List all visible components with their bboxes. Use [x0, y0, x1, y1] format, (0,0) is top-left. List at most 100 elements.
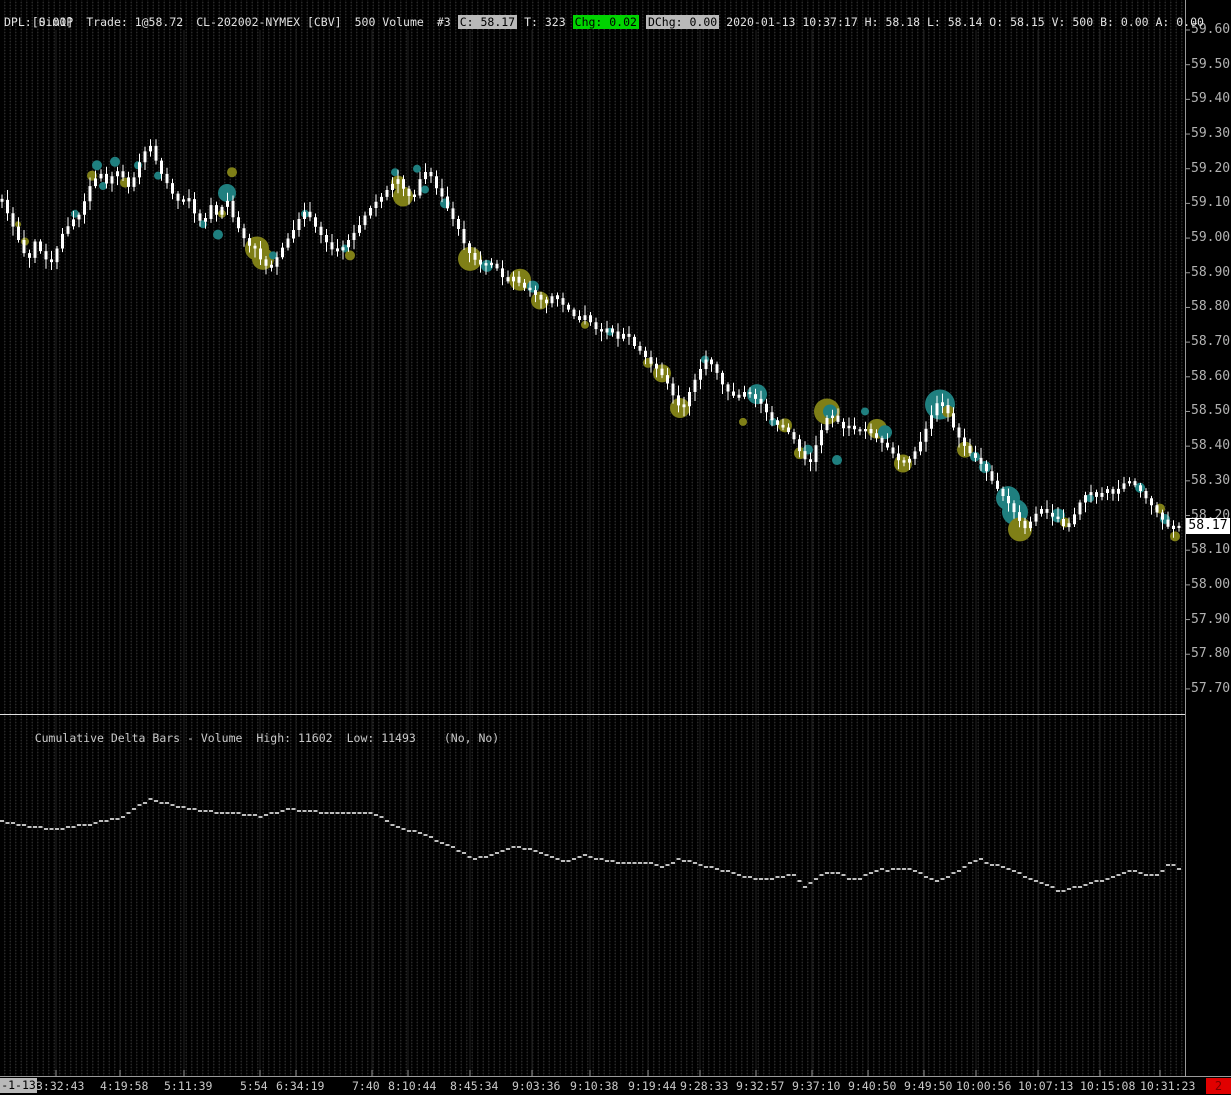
delta-dash [148, 798, 153, 800]
delta-dash [225, 812, 230, 814]
delta-dash [803, 886, 807, 888]
delta-dash [583, 854, 587, 856]
delta-dash [143, 802, 147, 804]
delta-dash [687, 860, 692, 862]
volume-bubble [99, 182, 107, 191]
chart-number-tab[interactable]: 2 [1206, 1078, 1231, 1094]
delta-dash [632, 862, 637, 864]
delta-dash [16, 824, 21, 826]
time-axis-label: 3:32:43 [36, 1079, 85, 1093]
delta-high-label: High: 11602 [256, 731, 333, 745]
delta-dash [902, 868, 906, 870]
delta-dash [808, 882, 813, 884]
volume-bubble [213, 229, 223, 240]
delta-dash [176, 806, 180, 808]
delta-study-header: Cumulative Delta Bars - Volume High: 1160… [7, 717, 513, 759]
volume-bubble [878, 425, 892, 440]
delta-dash [698, 864, 703, 866]
price-axis-label: 59.10 [1191, 195, 1231, 211]
time-axis-label: 6:34:19 [276, 1079, 325, 1093]
delta-dash [759, 878, 763, 880]
delta-dash [22, 824, 26, 826]
delta-dash [231, 812, 235, 814]
delta-dash [363, 812, 367, 814]
delta-dash [550, 856, 554, 858]
delta-dash [198, 810, 202, 812]
delta-dash [38, 826, 43, 828]
account-label: [Sim1] [31, 15, 74, 29]
time-axis-label: 5:11:39 [164, 1079, 213, 1093]
delta-dash [737, 874, 741, 876]
delta-dash [93, 822, 98, 824]
delta-dash [368, 812, 373, 814]
delta-dash [874, 870, 879, 872]
delta-dash [1061, 890, 1066, 892]
volume-bubble [581, 320, 589, 329]
time-axis-label: 9:40:50 [848, 1079, 897, 1093]
delta-dash [671, 862, 675, 864]
delta-dash [1089, 882, 1093, 884]
delta-dash [456, 850, 461, 852]
delta-dash [918, 872, 923, 874]
delta-dash [566, 860, 571, 862]
dpl-label: DPL: 0.00P [4, 15, 74, 29]
delta-dash [1100, 880, 1104, 882]
delta-dash [704, 866, 708, 868]
delta-dash [1105, 878, 1110, 880]
delta-dash [385, 820, 389, 822]
volume-bubble [739, 417, 747, 426]
daily-change-badge: DChg: 0.00 [645, 15, 720, 29]
delta-dash [500, 850, 505, 852]
delta-dash [418, 832, 422, 834]
delta-dash [319, 812, 323, 814]
delta-dash [995, 864, 1000, 866]
delta-dash [170, 804, 175, 806]
delta-dash [594, 858, 598, 860]
delta-dash [473, 858, 477, 860]
trade-position-label: Trade: 1@58.72 [86, 15, 184, 29]
delta-dash [522, 848, 527, 850]
delta-dash [88, 824, 92, 826]
delta-dash [236, 812, 241, 814]
delta-dash [924, 876, 928, 878]
delta-dash [1122, 872, 1126, 874]
delta-dash [819, 874, 824, 876]
trades-value-label: T: 323 [524, 15, 566, 29]
delta-dash [0, 820, 4, 822]
delta-dash [951, 872, 956, 874]
delta-dash [638, 862, 642, 864]
delta-dash [253, 814, 257, 816]
price-axis-label: 59.30 [1191, 126, 1231, 142]
delta-dash [429, 836, 433, 838]
delta-dash [99, 820, 103, 822]
delta-dash [489, 854, 494, 856]
delta-dash [396, 826, 400, 828]
delta-dash [1111, 876, 1115, 878]
delta-dash [665, 864, 670, 866]
delta-dash [676, 858, 681, 860]
delta-dash [407, 830, 411, 832]
volume-bubble [269, 251, 277, 260]
delta-dash [621, 862, 626, 864]
delta-dash [27, 826, 32, 828]
time-scale[interactable]: 3:32:43 4:19:58 5:11:39 5:54 6:34:19 7:40 8:10… [0, 1077, 1231, 1095]
delta-dash [1177, 868, 1181, 870]
delta-dash [1138, 872, 1143, 874]
volume-bubble [391, 168, 399, 177]
delta-dash [1166, 864, 1170, 866]
volume-bubble [421, 185, 429, 194]
delta-dash [1067, 888, 1071, 890]
delta-dash [1094, 880, 1099, 882]
delta-dash [291, 808, 296, 810]
delta-dash [709, 866, 714, 868]
delta-dash [1127, 870, 1132, 872]
chart-plot-area[interactable] [0, 0, 1185, 1077]
delta-dash [858, 878, 862, 880]
time-axis-label: 8:45:34 [450, 1079, 499, 1093]
bar-period-label: 500 Volume [354, 15, 424, 29]
delta-dash [891, 868, 895, 870]
delta-dash [49, 828, 54, 830]
close-value-badge: C: 58.17 [457, 15, 518, 29]
